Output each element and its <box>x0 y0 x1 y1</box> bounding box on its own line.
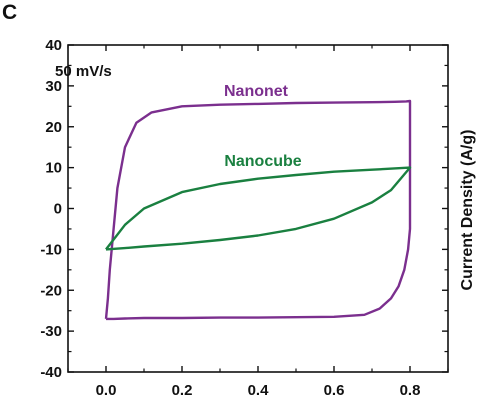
series-line-nanocube <box>105 166 412 251</box>
annotation-scan-rate: 50 mV/s <box>55 63 112 80</box>
x-tick-label-1: 0.2 <box>172 382 193 399</box>
y-tick-label-7: 30 <box>45 78 62 95</box>
y-tick-label-6: 20 <box>45 119 62 136</box>
y-axis-label: Current Density (A/g) <box>459 130 476 291</box>
y-tick-label-5: 10 <box>45 160 62 177</box>
y-tick-label-3: -10 <box>40 241 62 258</box>
series-label-nanonet: Nanonet <box>224 83 289 100</box>
x-tick-label-3: 0.6 <box>324 382 345 399</box>
y-tick-label-0: -40 <box>40 364 62 381</box>
plot-area: -40 -30 -20 -10 0 10 20 30 40 0.0 0.2 0.4 0.6 0.8 Nano… <box>40 37 449 399</box>
series-line-nanonet <box>104 99 412 321</box>
y-tick-label-1: -30 <box>40 323 62 340</box>
x-tick-label-4: 0.8 <box>400 382 421 399</box>
x-tick-label-0: 0.0 <box>96 382 117 399</box>
x-tick-label-2: 0.4 <box>248 382 270 399</box>
y-tick-label-2: -20 <box>40 282 62 299</box>
series-label-nanocube: Nanocube <box>224 153 301 170</box>
y-tick-label-8: 40 <box>45 37 62 54</box>
y-tick-label-4: 0 <box>54 201 62 218</box>
panel-label: C <box>2 1 17 24</box>
